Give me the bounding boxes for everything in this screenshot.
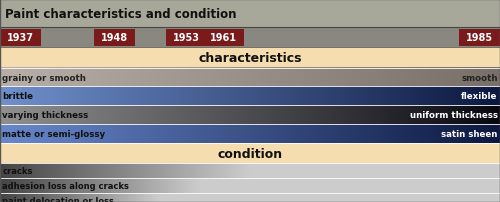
Text: 1948: 1948 [100,33,128,43]
Text: 1937: 1937 [7,33,34,43]
Text: flexible: flexible [461,92,498,101]
Text: satin sheen: satin sheen [441,129,498,139]
Text: paint delocation or loss: paint delocation or loss [2,196,114,202]
Text: grainy or smooth: grainy or smooth [2,73,86,82]
Bar [200,178,500,193]
Bar [0,28,500,48]
Bar [160,193,500,202]
Bar [94,29,134,46]
Bar [0,48,500,68]
Text: 1985: 1985 [466,33,493,43]
Text: 1961: 1961 [210,33,237,43]
Text: smooth: smooth [461,73,498,82]
Bar [459,29,500,46]
Text: cracks: cracks [2,166,33,176]
Text: matte or semi-glossy: matte or semi-glossy [2,129,106,139]
Text: characteristics: characteristics [198,52,302,65]
Text: varying thickness: varying thickness [2,111,89,120]
Bar [0,143,500,164]
Text: condition: condition [218,147,282,160]
Text: brittle: brittle [2,92,34,101]
Bar [166,29,207,46]
Bar [0,0,500,28]
Text: adhesion loss along cracks: adhesion loss along cracks [2,181,130,190]
Text: uniform thickness: uniform thickness [410,111,498,120]
Bar [250,164,500,178]
Bar [203,29,244,46]
Text: 1953: 1953 [173,33,200,43]
Text: Paint characteristics and condition: Paint characteristics and condition [5,7,236,20]
Bar [0,29,41,46]
